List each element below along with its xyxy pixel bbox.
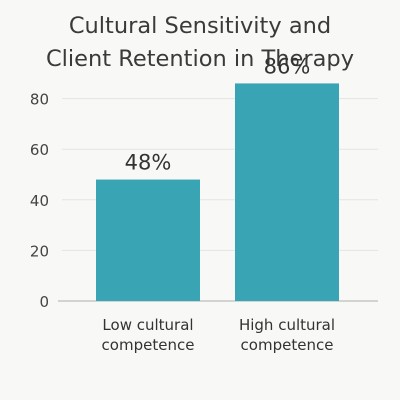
chart-title-line-2: Client Retention in Therapy [45, 46, 355, 72]
y-tick-label-2: 40 [30, 192, 49, 210]
x-tick-label-1-line-1: competence [241, 336, 334, 354]
x-tick-label-0-line-1: competence [102, 336, 195, 354]
y-tick-label-0: 0 [39, 293, 49, 311]
y-tick-label-3: 60 [30, 141, 49, 159]
bar-0 [96, 179, 200, 301]
x-tick-label-1-line-0: High cultural [239, 316, 335, 334]
bar-value-label-1: 86% [264, 54, 311, 78]
bar-1 [235, 83, 339, 301]
chart-title-line-1: Cultural Sensitivity and [68, 13, 332, 39]
y-tick-label-4: 80 [30, 91, 49, 109]
chart-title: Cultural Sensitivity and Client Retentio… [0, 10, 400, 76]
bar-value-label-0: 48% [125, 151, 172, 175]
x-tick-label-0-line-0: Low cultural [102, 316, 193, 334]
y-tick-label-1: 20 [30, 242, 49, 260]
